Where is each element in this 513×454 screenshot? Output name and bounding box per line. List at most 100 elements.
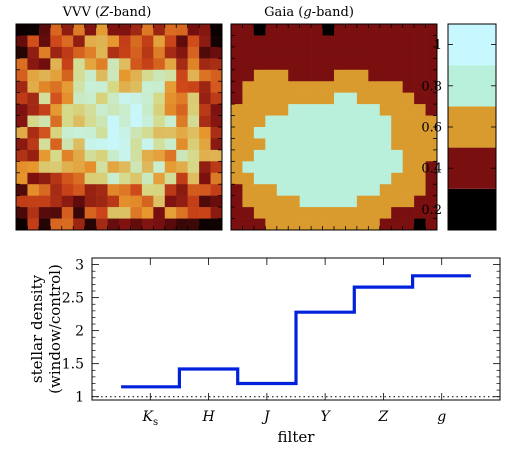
gaia-heatmap-cell — [231, 104, 243, 116]
gaia-heatmap-cell — [368, 104, 381, 116]
vvv-heatmap-cell — [176, 69, 188, 82]
vvv-heatmap-cell — [130, 218, 143, 231]
gaia-heatmap-cell — [379, 104, 392, 116]
colorbar: 0.2 0.4 0.6 0.8 1 — [421, 23, 497, 231]
gaia-heatmap-cell — [242, 218, 255, 231]
vvv-heatmap-cell — [107, 81, 120, 93]
gaia-heatmap-cell — [391, 35, 403, 48]
gaia-heatmap-cell — [368, 92, 381, 105]
gaia-heatmap-cell — [425, 92, 438, 105]
y-tick-label: 2 — [75, 324, 84, 340]
vvv-heatmap-cell — [176, 92, 188, 105]
gaia-heatmap-cell — [356, 81, 369, 93]
gaia-heatmap-cell — [425, 149, 438, 162]
gaia-heatmap-cell — [242, 172, 255, 185]
vvv-heatmap-cell — [199, 218, 211, 231]
title-text: VVV ( — [62, 5, 100, 20]
vvv-heatmap-cell — [16, 58, 28, 71]
gaia-heatmap-cell — [231, 138, 243, 151]
gaia-heatmap-cell — [311, 69, 323, 82]
gaia-heatmap-cell — [391, 81, 403, 93]
vvv-heatmap-cell — [210, 149, 223, 162]
vvv-heatmap-cell — [96, 161, 108, 174]
vvv-heatmap-cell — [164, 115, 177, 128]
vvv-heatmap-cell — [61, 207, 74, 219]
vvv-heatmap-cell — [176, 161, 188, 174]
gaia-heatmap-cell — [231, 92, 243, 105]
vvv-heatmap-cell — [107, 35, 120, 48]
vvv-heatmap-cell — [130, 92, 143, 105]
vvv-heatmap-cell — [50, 115, 63, 128]
gaia-heatmap-cell — [345, 104, 358, 116]
gaia-heatmap-cell — [265, 207, 278, 219]
vvv-heatmap-cell — [27, 127, 40, 139]
vvv-heatmap-cell — [199, 35, 211, 48]
gaia-heatmap-cell — [368, 218, 381, 231]
vvv-heatmap-cell — [73, 104, 85, 116]
vvv-heatmap-cell — [61, 104, 74, 116]
vvv-heatmap-cell — [38, 172, 51, 185]
vvv-heatmap-cell — [119, 161, 131, 174]
gaia-heatmap-cell — [425, 24, 438, 36]
gaia-heatmap-cell — [356, 104, 369, 116]
gaia-heatmap-cell — [402, 184, 415, 196]
vvv-heatmap-cell — [153, 81, 166, 93]
gaia-heatmap-cell — [231, 58, 243, 71]
vvv-heatmap-cell — [176, 115, 188, 128]
gaia-heatmap-cell — [345, 92, 358, 105]
gaia-heatmap-cell — [311, 24, 323, 36]
vvv-heatmap-cell — [16, 161, 28, 174]
gaia-heatmap-cell — [356, 92, 369, 105]
gaia-heatmap-cell — [425, 58, 438, 71]
vvv-heatmap-cell — [107, 207, 120, 219]
gaia-heatmap-cell — [299, 46, 312, 59]
vvv-heatmap-cell — [16, 35, 28, 48]
vvv-heatmap-cell — [107, 161, 120, 174]
gaia-heatmap-cell — [265, 149, 278, 162]
gaia-heatmap-cell — [345, 149, 358, 162]
gaia-heatmap-cell — [379, 149, 392, 162]
gaia-heatmap-cell — [391, 149, 403, 162]
vvv-heatmap-cell — [27, 58, 40, 71]
title-text: Gaia ( — [264, 5, 303, 20]
gaia-heatmap-cell — [379, 138, 392, 151]
gaia-heatmap-cell — [425, 115, 438, 128]
vvv-heatmap-cell — [187, 161, 200, 174]
gaia-heatmap-cell — [379, 58, 392, 71]
gaia-heatmap-cell — [368, 161, 381, 174]
gaia-heatmap-cell — [242, 138, 255, 151]
gaia-heatmap-cell — [391, 46, 403, 59]
vvv-heatmap-cell — [187, 207, 200, 219]
vvv-heatmap-cell — [38, 24, 51, 36]
vvv-heatmap-cell — [119, 81, 131, 93]
vvv-heatmap-cell — [153, 218, 166, 231]
gaia-heatmap-cell — [379, 161, 392, 174]
vvv-heatmap-cell — [96, 207, 108, 219]
gaia-heatmap-cell — [402, 92, 415, 105]
vvv-heatmap-cell — [141, 46, 154, 59]
gaia-heatmap-cell — [368, 207, 381, 219]
gaia-heatmap-cell — [253, 218, 266, 231]
vvv-heatmap-cell — [176, 149, 188, 162]
gaia-heatmap-cell — [334, 35, 346, 48]
gaia-heatmap-cell — [288, 69, 300, 82]
gaia-heatmap-cell — [345, 81, 358, 93]
vvv-heatmap-cell — [119, 127, 131, 139]
vvv-heatmap-cell — [61, 138, 74, 151]
vvv-heatmap-cell — [176, 172, 188, 185]
gaia-heatmap-cell — [311, 104, 323, 116]
gaia-heatmap-cell — [276, 35, 289, 48]
gaia-heatmap-cell — [276, 58, 289, 71]
vvv-heatmap-cell — [38, 115, 51, 128]
vvv-heatmap-cell — [38, 149, 51, 162]
vvv-heatmap-cell — [50, 104, 63, 116]
vvv-heatmap-cell — [84, 138, 97, 151]
gaia-heatmap-cell — [265, 138, 278, 151]
vvv-heatmap-cell — [50, 172, 63, 185]
gaia-heatmap-cell — [391, 172, 403, 185]
gaia-heatmap-cell — [414, 58, 426, 71]
gaia-heatmap-cell — [334, 81, 346, 93]
vvv-heatmap-cell — [73, 195, 85, 208]
title-band: Z — [99, 5, 110, 20]
